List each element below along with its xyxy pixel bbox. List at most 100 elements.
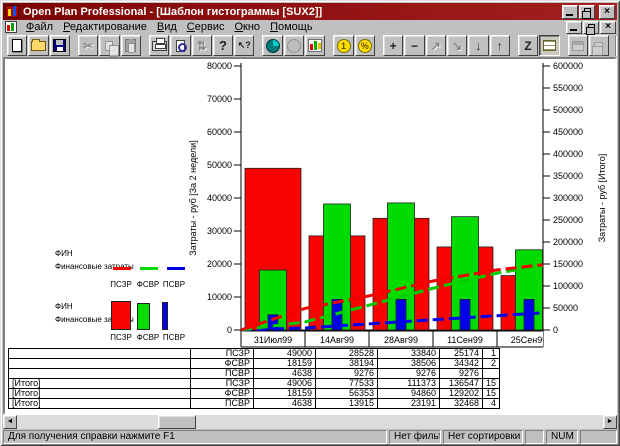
legend-label: ПСВР <box>162 333 186 342</box>
cut-button[interactable]: ✂ <box>77 35 99 56</box>
svg-text:11Сен99: 11Сен99 <box>447 335 483 345</box>
status-panel-empty <box>580 430 617 444</box>
spreadsheet-button[interactable] <box>539 35 560 56</box>
sort-rows-button[interactable]: ⇅ <box>191 35 212 56</box>
shift-up-icon: ↗ <box>430 38 441 53</box>
menu-6[interactable]: Помощь <box>270 20 313 33</box>
window-restore-button[interactable] <box>588 35 610 56</box>
shift-down-button[interactable]: ↘ <box>446 35 468 56</box>
svg-text:28Авг99: 28Авг99 <box>384 335 418 345</box>
child-minimize-button[interactable] <box>566 20 582 34</box>
time-analysis-button[interactable] <box>262 35 283 56</box>
value-cell: 136547 <box>439 378 483 389</box>
print-preview-icon <box>175 39 187 52</box>
open-folder-button[interactable] <box>28 35 49 56</box>
close-button[interactable]: × <box>599 4 615 19</box>
app-icon[interactable] <box>5 5 19 18</box>
close-icon: × <box>605 21 611 32</box>
svg-text:30000: 30000 <box>207 226 232 236</box>
add-button[interactable]: + <box>383 35 404 56</box>
status-bar: Для получения справки нажмите F1 Нет фил… <box>3 430 617 444</box>
print-icon <box>151 37 167 51</box>
svg-text:0: 0 <box>227 325 232 335</box>
value-cell: 4 <box>481 398 501 409</box>
value-cell: 9276 <box>315 368 378 379</box>
window-title: Open Plan Professional - [Шаблон гистогр… <box>23 5 323 18</box>
new-document-button[interactable] <box>7 35 28 56</box>
value-cell: 9276 <box>439 368 483 379</box>
minimize-button[interactable] <box>562 4 578 19</box>
window-restore-icon <box>592 41 604 56</box>
help-button[interactable]: ? <box>212 35 234 56</box>
value-cell: 4638 <box>253 368 316 379</box>
table-row: [Итого] ПСВР 4638 13915 23191 32468 4 <box>8 398 501 409</box>
restore-button[interactable] <box>579 4 595 19</box>
window-cascade-button[interactable] <box>567 35 588 56</box>
svg-text:550000: 550000 <box>553 83 583 93</box>
svg-text:80000: 80000 <box>207 61 232 71</box>
context-help-button[interactable]: ↖? <box>234 35 255 56</box>
status-filter: Нет фильтра <box>389 430 441 444</box>
cost-button[interactable]: 1 <box>333 35 354 56</box>
remove-icon: − <box>410 38 418 53</box>
menu-5[interactable]: Окно <box>234 20 261 33</box>
copy-icon <box>105 40 120 57</box>
toolbar-separator <box>615 35 618 56</box>
row-label-cell <box>8 358 191 369</box>
shift-up-button[interactable]: ↗ <box>425 35 446 56</box>
legend-label: ФСВР <box>136 280 160 289</box>
child-restore-button[interactable] <box>583 20 599 35</box>
bar-swatch-fsvr <box>137 303 150 330</box>
paste-icon <box>125 39 137 53</box>
svg-text:50000: 50000 <box>553 303 578 313</box>
move-down-button[interactable]: ↓ <box>468 35 489 56</box>
context-help-icon: ↖? <box>237 40 251 50</box>
menu-4[interactable]: Сервис <box>186 20 225 33</box>
value-cell: 33840 <box>377 348 440 359</box>
document-icon[interactable] <box>5 21 17 33</box>
save-button[interactable] <box>49 35 70 56</box>
minimize-icon <box>566 13 573 16</box>
copy-button[interactable] <box>99 35 120 57</box>
z-order-button[interactable]: Z <box>517 35 539 56</box>
scroll-right-button[interactable]: ► <box>603 415 617 429</box>
scroll-right-icon: ► <box>606 418 614 425</box>
status-panel-empty <box>525 430 544 444</box>
cost-icon: 1 <box>336 38 351 53</box>
value-cell: 9276 <box>377 368 440 379</box>
print-button[interactable] <box>148 35 170 56</box>
scroll-left-button[interactable]: ◄ <box>3 415 17 429</box>
histogram-icon <box>308 39 323 52</box>
scroll-left-icon: ◄ <box>6 418 14 425</box>
menu-3[interactable]: Вид <box>156 20 177 33</box>
open-folder-icon <box>30 38 46 51</box>
svg-text:50000: 50000 <box>207 160 232 170</box>
menu-bar: Файл Редактирование Вид Сервис Окно Помощь × <box>3 20 617 35</box>
time-analysis-icon <box>265 38 280 53</box>
table-row: ФСВР 18159 38194 38506 34342 2 <box>8 358 501 369</box>
window-controls: × <box>562 4 615 19</box>
save-icon <box>53 39 67 52</box>
child-close-button[interactable]: × <box>600 20 616 34</box>
sort-rows-icon: ⇅ <box>196 38 207 53</box>
paste-button[interactable] <box>120 35 141 56</box>
remove-button[interactable]: − <box>404 35 425 56</box>
svg-text:0: 0 <box>553 325 558 335</box>
move-up-icon: ↑ <box>496 38 503 53</box>
scrollbar-thumb[interactable] <box>158 415 196 429</box>
value-cell: 38194 <box>315 358 378 369</box>
histogram-view: 0 10000 20000 30000 40000 50000 60000 70000 8000… <box>3 57 617 415</box>
bar-swatch-psvr <box>162 302 168 330</box>
resource-analysis-button[interactable] <box>283 35 305 56</box>
legend-label: ПСЗР <box>110 333 132 342</box>
menu-1[interactable]: Файл <box>26 20 54 33</box>
svg-text:200000: 200000 <box>553 237 583 247</box>
print-preview-button[interactable] <box>170 35 191 56</box>
histogram-button[interactable] <box>305 35 326 56</box>
shift-down-icon: ↘ <box>452 38 463 53</box>
percent-button[interactable]: % <box>354 35 375 56</box>
menu-2[interactable]: Редактирование <box>63 20 147 33</box>
svg-text:600000: 600000 <box>553 61 583 71</box>
move-up-button[interactable]: ↑ <box>489 35 510 56</box>
horizontal-scrollbar[interactable]: ◄ ► <box>3 415 617 429</box>
